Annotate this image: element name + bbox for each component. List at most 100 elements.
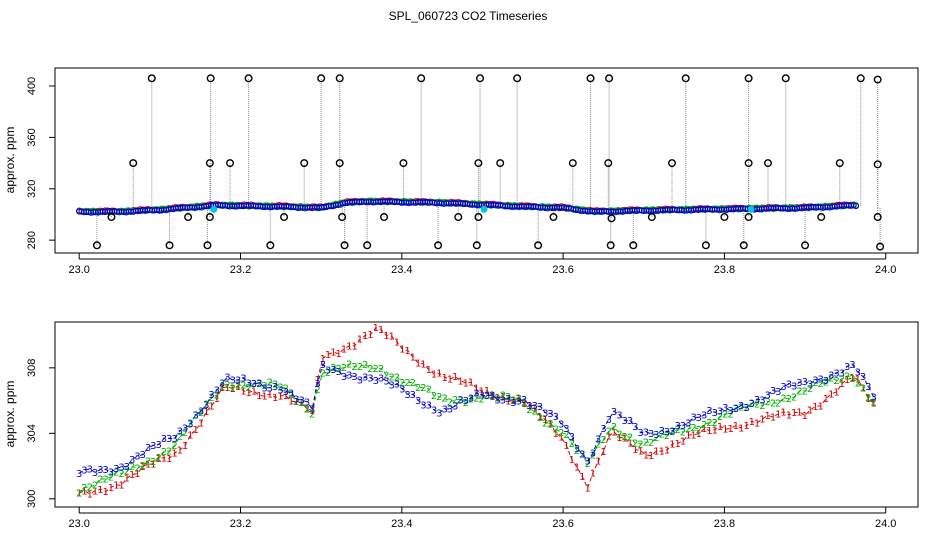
- series-2-mark: 2: [765, 397, 771, 408]
- series-2-mark: 2: [330, 363, 336, 374]
- series-2-mark: 2: [198, 408, 204, 419]
- series-2-mark: 2: [468, 394, 474, 405]
- series-2-mark: 2: [171, 441, 177, 452]
- series-1-mark: 1: [685, 430, 691, 441]
- series-1-mark: 1: [468, 378, 474, 389]
- series-3-mark: 3: [733, 404, 739, 415]
- series-1-mark: 1: [118, 481, 124, 492]
- series-2-mark: 2: [595, 440, 601, 451]
- series-1-mark: 1: [235, 382, 241, 393]
- series-2-mark: 2: [669, 427, 675, 438]
- series-1-mark: 1: [653, 446, 659, 457]
- series-1-mark: 1: [706, 426, 712, 437]
- series-2-mark: 2: [664, 431, 670, 442]
- series-1-mark: 1: [690, 431, 696, 442]
- series-3-mark: 3: [632, 422, 638, 433]
- series-1-mark: 1: [447, 374, 453, 385]
- series-2-mark: 2: [288, 390, 294, 401]
- outlier-point: [701, 241, 710, 250]
- series-1-mark: 1: [643, 450, 649, 461]
- series-1-mark: 1: [277, 391, 283, 402]
- top-x-tick-label: 23.2: [230, 264, 251, 276]
- series-2-mark: 2: [547, 419, 553, 430]
- cyan-point: [480, 205, 488, 213]
- series-2-mark: 2: [574, 446, 580, 457]
- series-2-mark: 2: [341, 363, 347, 374]
- series-3-mark: 3: [187, 420, 193, 431]
- series-3-mark: 3: [738, 401, 744, 412]
- series-3-mark: 3: [129, 455, 135, 466]
- series-3-mark: 3: [330, 365, 336, 376]
- series-3-mark: 3: [696, 413, 702, 424]
- series-3-mark: 3: [796, 378, 802, 389]
- series-2-mark: 2: [712, 418, 718, 429]
- series-2-mark: 2: [420, 383, 426, 394]
- series-2-mark: 2: [463, 398, 469, 409]
- series-2-mark: 2: [606, 427, 612, 438]
- outlier-point: [744, 213, 753, 222]
- series-1-mark: 1: [796, 408, 802, 419]
- series-3-mark: 3: [817, 375, 823, 386]
- series-1-mark: 1: [346, 341, 352, 352]
- outlier-point: [206, 74, 215, 83]
- series-3-mark: 3: [505, 394, 511, 405]
- series-2-mark: 2: [759, 401, 765, 412]
- series-3-mark: 3: [267, 383, 273, 394]
- series-3-mark: 3: [807, 379, 813, 390]
- series-3-mark: 3: [150, 441, 156, 452]
- series-3-mark: 3: [314, 379, 320, 390]
- series-3-mark: 3: [441, 405, 447, 416]
- series-3-mark: 3: [399, 385, 405, 396]
- series-1-mark: 1: [166, 454, 172, 465]
- series-2-mark: 2: [632, 439, 638, 450]
- series-1-mark: 1: [833, 387, 839, 398]
- series-3-mark: 3: [240, 374, 246, 385]
- series-1-mark: 1: [441, 373, 447, 384]
- series-1-mark: 1: [542, 415, 548, 426]
- series-1-mark: 1: [659, 447, 665, 458]
- bottom-y-tick-label: 300: [26, 490, 38, 508]
- series-1-mark: 1: [717, 422, 723, 433]
- series-1-mark: 1: [314, 375, 320, 386]
- series-1-mark: 1: [802, 411, 808, 422]
- series-2-mark: 2: [807, 384, 813, 395]
- series-1-mark: 1: [674, 439, 680, 450]
- outlier-point: [476, 74, 485, 83]
- series-3-mark: 3: [706, 406, 712, 417]
- outlier-point: [147, 74, 156, 83]
- series-2-mark: 2: [399, 378, 405, 389]
- series-1-mark: 1: [388, 332, 394, 343]
- series-1-mark: 1: [553, 429, 559, 440]
- outlier-point: [739, 241, 748, 250]
- series-1-mark: 1: [410, 352, 416, 363]
- series-1-mark: 1: [664, 446, 670, 457]
- outlier-point: [549, 213, 558, 222]
- outlier-point: [338, 213, 347, 222]
- top-x-tick-label: 23.6: [552, 264, 573, 276]
- series-1-mark: 1: [622, 433, 628, 444]
- bottom-x-tick-label: 23.0: [68, 518, 89, 530]
- series-3-mark: 3: [802, 377, 808, 388]
- series-2-mark: 2: [537, 413, 543, 424]
- outlier-point: [668, 159, 677, 168]
- series-1-mark: 1: [404, 346, 410, 357]
- series-3-mark: 3: [134, 452, 140, 463]
- series-1-mark: 1: [860, 383, 866, 394]
- series-2-mark: 2: [251, 379, 257, 390]
- series-3-mark: 3: [870, 392, 876, 403]
- series-2-mark: 2: [298, 398, 304, 409]
- series-2-mark: 2: [373, 364, 379, 375]
- series-1-mark: 1: [600, 447, 606, 458]
- bottom-series-marks: 1111111111111111111111111111111111111111…: [76, 323, 877, 500]
- series-2-mark: 2: [849, 374, 855, 385]
- bottom-x-tick-label: 23.4: [391, 518, 412, 530]
- top-y-axis-title: approx. ppm: [3, 127, 17, 194]
- series-3-mark: 3: [759, 395, 765, 406]
- series-1-mark: 1: [293, 397, 299, 408]
- bottom-x-tick-label: 23.6: [552, 518, 573, 530]
- series-1-mark: 1: [510, 396, 516, 407]
- series-2-mark: 2: [775, 399, 781, 410]
- series-1-mark: 1: [632, 445, 638, 456]
- series-3-mark: 3: [674, 421, 680, 432]
- series-3-mark: 3: [346, 371, 352, 382]
